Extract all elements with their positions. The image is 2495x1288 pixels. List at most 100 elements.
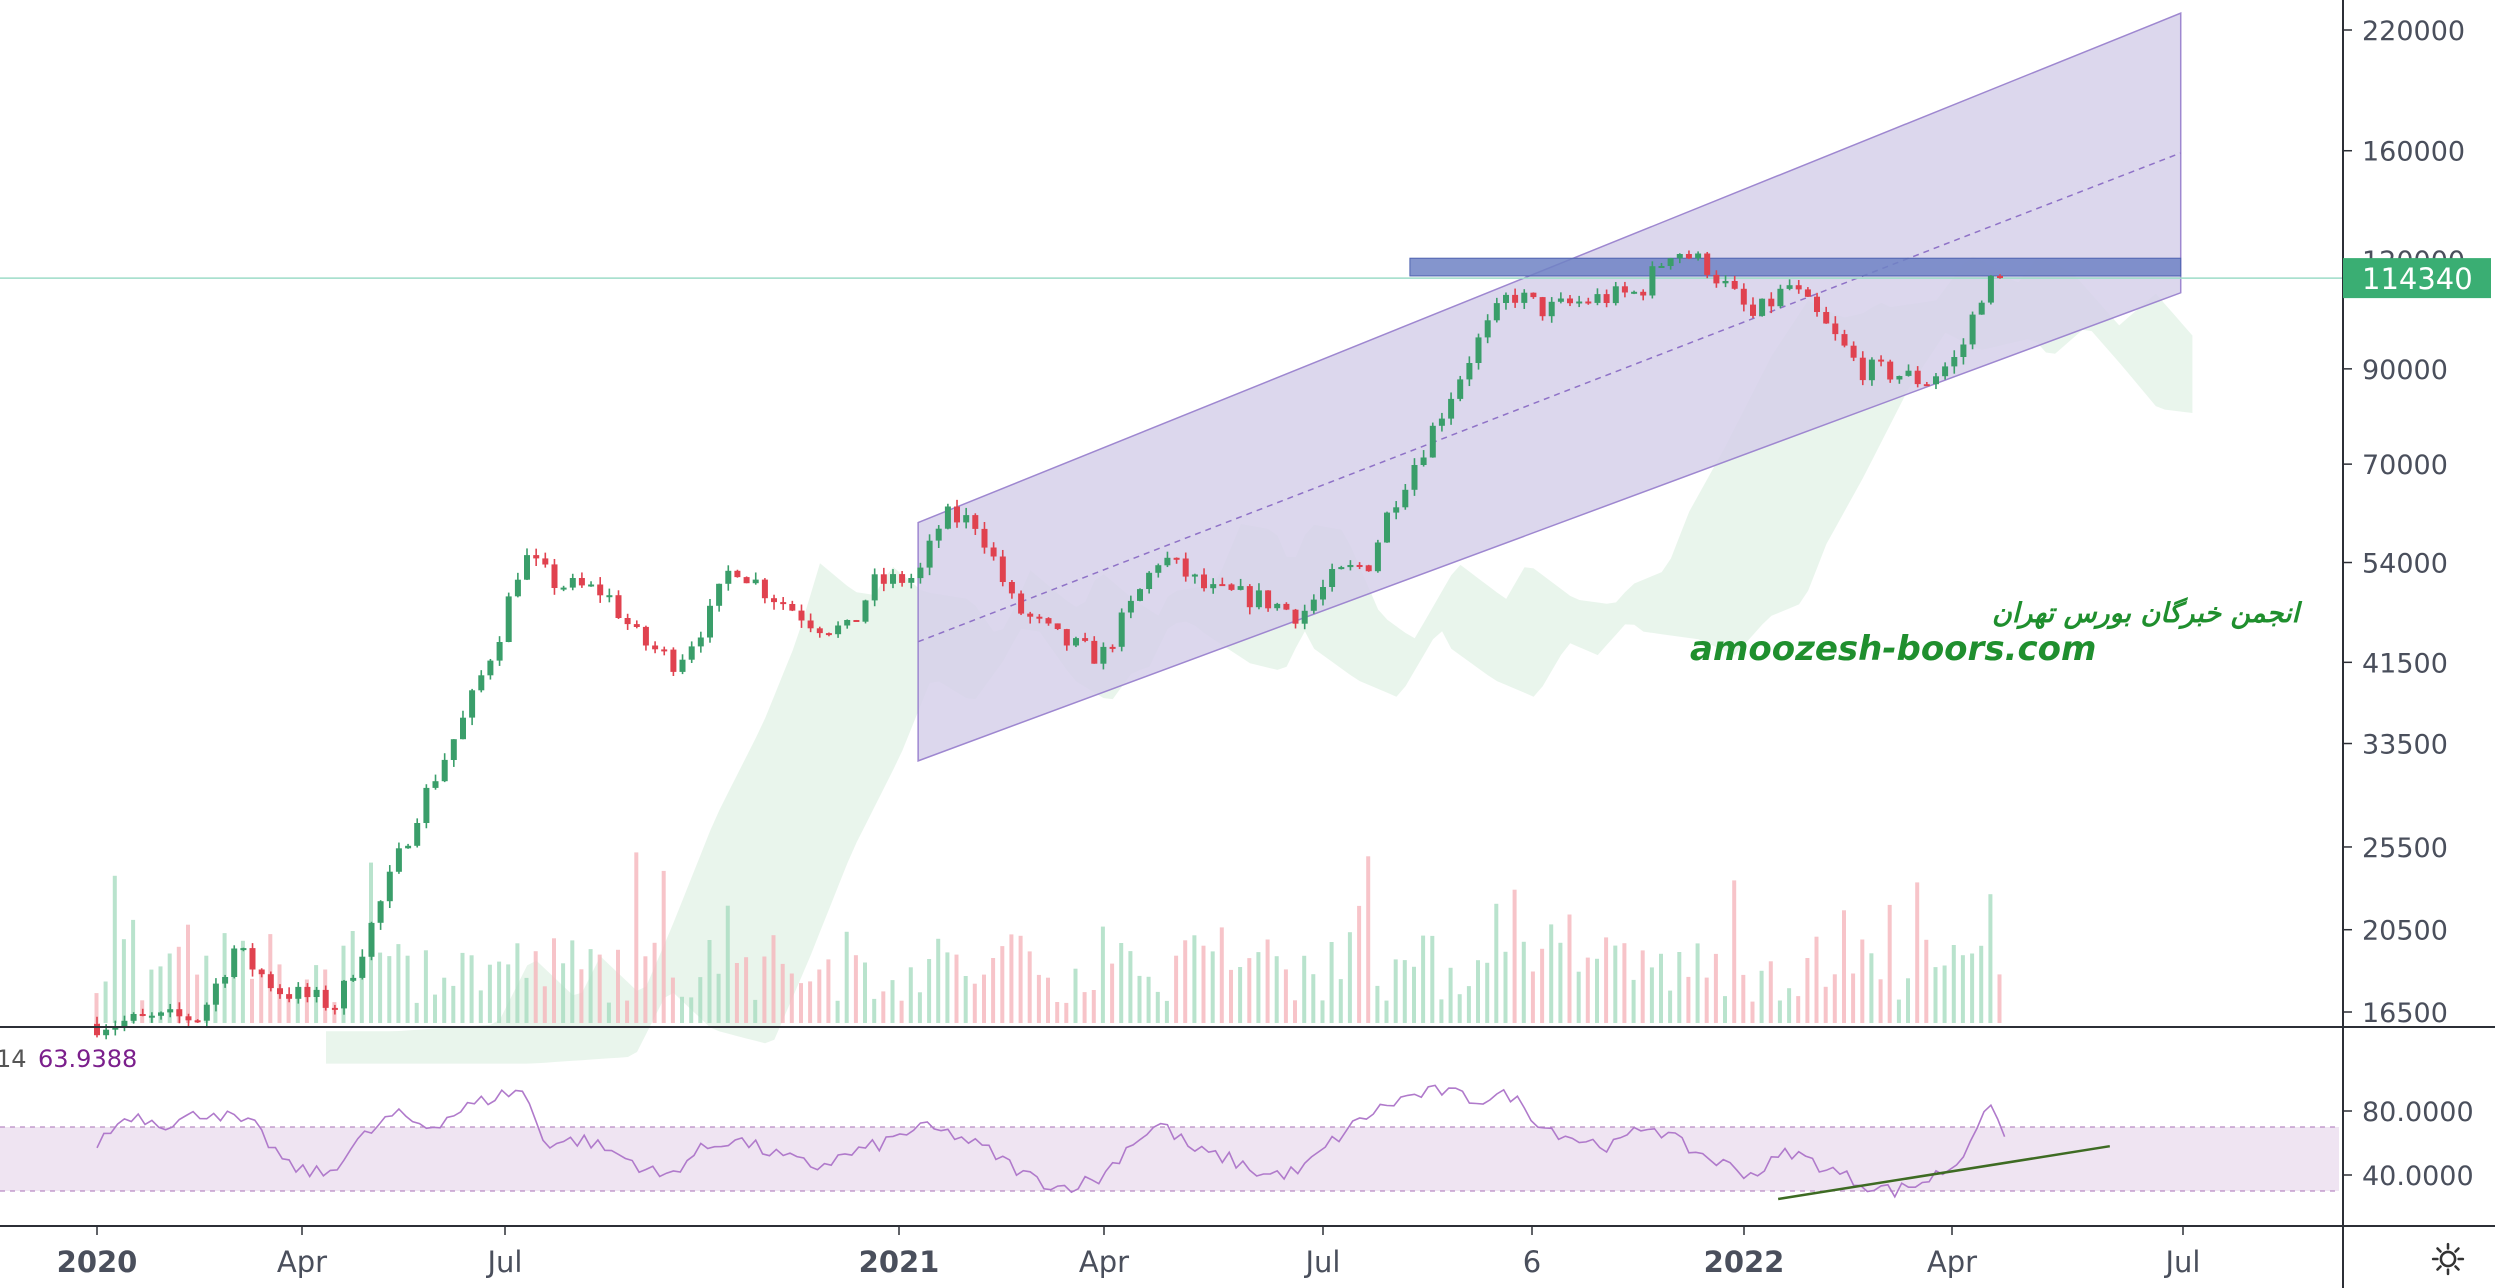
volume-bar <box>808 981 813 1023</box>
volume-bar <box>1640 950 1645 1023</box>
volume-bar <box>497 961 502 1023</box>
candle-body <box>249 948 256 970</box>
volume-bar <box>1430 935 1435 1023</box>
volume-bar <box>908 967 913 1023</box>
candle-body <box>917 567 924 579</box>
candle-body <box>1997 275 2003 279</box>
volume-bar <box>561 963 566 1023</box>
candle-body <box>1173 557 1180 560</box>
candle-body <box>1274 603 1281 609</box>
candle-body <box>1768 298 1775 307</box>
candle-body <box>1658 266 1665 268</box>
volume-bar <box>1183 940 1188 1023</box>
candle-body <box>1923 384 1930 387</box>
candle-body <box>890 574 896 584</box>
volume-bar <box>1832 974 1837 1023</box>
candle-body <box>1503 294 1509 303</box>
time-tick-label: 2022 <box>1704 1245 1785 1279</box>
candle-body <box>1008 582 1015 594</box>
candle-body <box>1100 646 1107 664</box>
volume-bar <box>433 994 437 1023</box>
rsi-pane: 14 63.9388 <box>0 1045 2339 1201</box>
volume-bar <box>121 939 126 1023</box>
volume-bar <box>1100 926 1105 1023</box>
volume-bar <box>1631 979 1636 1023</box>
candle-body <box>1933 376 1939 385</box>
volume-bar <box>1915 882 1920 1023</box>
volume-bar <box>1302 955 1307 1023</box>
candle-body <box>322 989 329 1008</box>
volume-bar <box>1110 963 1115 1023</box>
volume-bar <box>725 905 730 1023</box>
volume-bar <box>1732 880 1737 1023</box>
candle-body <box>944 506 951 529</box>
volume-bar <box>158 966 163 1023</box>
candle-body <box>1585 301 1592 304</box>
candle-body <box>1868 359 1875 381</box>
candle-body <box>606 595 613 598</box>
volume-bar <box>616 949 620 1023</box>
volume-bar <box>707 940 712 1023</box>
volume-bar <box>1686 976 1691 1023</box>
candle-body <box>1219 584 1226 587</box>
volume-bar <box>634 852 639 1023</box>
candle-body <box>1685 254 1692 259</box>
gear-icon[interactable] <box>2431 1242 2465 1276</box>
volume-bar <box>1759 970 1764 1023</box>
volume-bar <box>844 931 849 1023</box>
rsi-tick-label: 40.0000 <box>2362 1161 2474 1192</box>
candle-body <box>707 605 713 638</box>
candle-body <box>1246 586 1253 608</box>
volume-bar <box>1311 974 1316 1023</box>
candle-body <box>1283 603 1290 610</box>
candle-body <box>1521 292 1528 303</box>
volume-bar <box>853 955 858 1023</box>
candle-body <box>231 948 238 977</box>
volume-bar <box>1046 977 1050 1023</box>
candle-body <box>1814 296 1820 312</box>
candle-body <box>1676 254 1683 259</box>
volume-bar <box>1613 945 1618 1023</box>
candle-body <box>771 598 777 603</box>
volume-bar <box>1347 932 1352 1023</box>
volume-bar <box>789 973 794 1023</box>
candle-body <box>752 579 759 584</box>
volume-bar <box>1412 966 1416 1023</box>
volume-bar <box>1677 952 1682 1023</box>
candle-body <box>1493 303 1500 321</box>
volume-bar <box>1338 979 1343 1023</box>
candle-body <box>277 988 283 995</box>
volume-bar <box>972 983 977 1023</box>
candle-body <box>496 642 503 661</box>
volume-bar <box>396 944 401 1023</box>
candle-body <box>835 625 842 635</box>
volume-bar <box>1000 946 1005 1023</box>
volume-bar <box>112 875 117 1023</box>
volume-bar <box>1796 996 1801 1023</box>
candle-body <box>1356 565 1363 567</box>
candle-body <box>1942 366 1949 377</box>
candle-body <box>386 871 393 902</box>
candle-body <box>1695 253 1702 259</box>
candle-body <box>1832 323 1839 335</box>
candle-body <box>1438 418 1445 426</box>
candle-body <box>1182 558 1189 577</box>
volume-bar <box>991 958 996 1023</box>
candle-body <box>1374 542 1381 572</box>
candle-body <box>1878 359 1885 362</box>
volume-bar <box>881 991 886 1023</box>
candle-body <box>121 1020 128 1027</box>
candle-body <box>469 690 476 718</box>
volume-bar <box>1970 953 1975 1023</box>
volume-bar <box>1457 994 1462 1023</box>
candle-body <box>1731 281 1738 289</box>
candle-body <box>103 1029 110 1036</box>
price-tick-label: 25500 <box>2362 833 2448 864</box>
volume-bar <box>716 973 721 1023</box>
candle-body <box>1640 291 1647 296</box>
candle-body <box>1795 285 1802 290</box>
volume-bar <box>231 952 236 1023</box>
candle-body <box>853 620 860 622</box>
